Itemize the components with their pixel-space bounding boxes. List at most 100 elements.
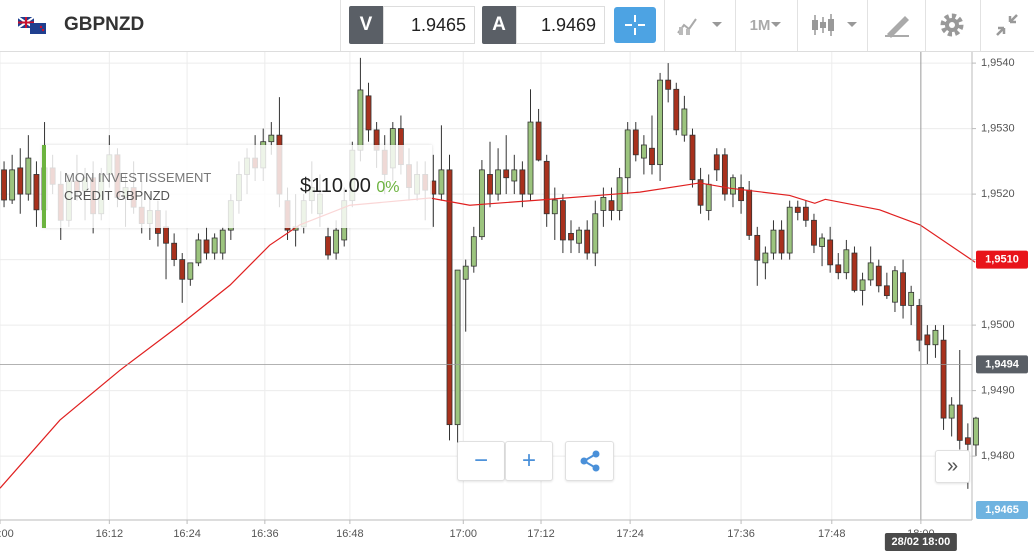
gear-icon — [940, 13, 964, 37]
buy-button[interactable]: A — [482, 6, 516, 44]
symbol: GBPNZD — [64, 14, 145, 35]
x-tick-label: 16:48 — [336, 528, 364, 540]
price-badge — [976, 355, 1028, 374]
candle-body — [786, 206, 793, 254]
chart-type-button[interactable] — [810, 6, 860, 44]
panel-line: CRÉDIT GBPNZD — [64, 188, 170, 203]
collapse-button[interactable] — [990, 6, 1024, 44]
candle-body — [713, 154, 720, 171]
candle-body — [657, 79, 663, 166]
price-badge-label: 1,9494 — [985, 358, 1020, 370]
candle-body — [964, 437, 971, 445]
candle-body — [187, 262, 194, 280]
candle-icon — [812, 14, 857, 36]
share-icon — [580, 450, 599, 472]
candle-body — [811, 219, 817, 246]
timeframe-button[interactable]: 1M — [746, 6, 786, 44]
y-tick-label: 1,9490 — [981, 385, 1015, 397]
y-tick-label: 1,9530 — [981, 123, 1015, 135]
candle-body — [705, 183, 712, 211]
crosshair-label: 28/02 18:00 — [892, 536, 951, 548]
separator — [664, 0, 665, 51]
candle-body — [754, 234, 761, 261]
candle-body — [924, 334, 931, 346]
buy-price[interactable]: 1.9469 — [516, 6, 605, 44]
candle-body — [738, 187, 744, 202]
candle-body — [535, 121, 542, 161]
candle-body — [551, 199, 558, 215]
candle-body — [219, 229, 226, 254]
candle-body — [835, 264, 842, 274]
candle-body — [17, 167, 24, 195]
candle-body — [827, 239, 834, 266]
x-tick-label: 16:24 — [173, 528, 201, 540]
crosshair-icon — [625, 15, 645, 35]
investment-panel: MON INVESTISSEMENT CRÉDIT GBPNZD $110.00… — [42, 145, 432, 228]
sell-button[interactable]: V — [349, 6, 383, 44]
candle-body — [892, 270, 898, 303]
price-badge — [976, 250, 1028, 269]
candle-body — [697, 179, 704, 206]
x-tick-label: 16:36 — [251, 528, 279, 540]
scroll-end-button[interactable]: » — [935, 450, 970, 483]
grid — [0, 52, 972, 520]
candle-body — [495, 169, 502, 195]
candle-body — [163, 226, 169, 244]
candle-body — [730, 177, 736, 195]
candle-body — [211, 237, 218, 254]
candle-body — [600, 196, 607, 211]
candle-body — [543, 160, 550, 215]
indicator-button[interactable] — [676, 6, 726, 44]
candle-body — [325, 236, 331, 256]
separator — [340, 0, 341, 51]
sell-price[interactable]: 1.9465 — [383, 6, 475, 44]
candle-body — [592, 213, 599, 254]
candle-body — [956, 404, 963, 441]
candle-body — [576, 229, 583, 244]
candle-body — [770, 229, 777, 254]
dropdown-icon — [771, 22, 782, 27]
panel-amount: $110.00 0% — [300, 175, 400, 198]
candle-body — [519, 169, 526, 195]
candle-body — [940, 339, 947, 419]
candle-body — [487, 174, 493, 195]
x-tick-label: 17:12 — [527, 528, 555, 540]
zoom-in-button[interactable]: + — [505, 441, 553, 481]
candle-body — [883, 285, 890, 297]
candle-body — [365, 95, 372, 131]
price-badge-label: 1,9510 — [985, 254, 1019, 266]
candle-body — [584, 229, 591, 254]
candle-body — [843, 249, 850, 274]
candle-body — [527, 121, 534, 195]
candle-body — [179, 259, 186, 280]
candle-body — [673, 88, 680, 131]
candle-body — [867, 262, 874, 281]
candle-body — [503, 169, 510, 179]
candle-body — [908, 291, 915, 306]
candle-body — [446, 169, 453, 426]
amount: $110.00 — [300, 175, 371, 197]
candle-body — [462, 265, 469, 280]
candle-body — [778, 229, 785, 254]
draw-button[interactable] — [880, 6, 914, 44]
candle-body — [268, 134, 275, 143]
zoom-out-button[interactable]: − — [457, 441, 505, 481]
share-button[interactable] — [565, 441, 614, 481]
axes: 1,9480 1,9490 1,9500 1,9510 1,9520 1,9530 1,95… — [0, 57, 1028, 551]
candle-body — [568, 232, 574, 241]
timeframe: 1M — [749, 16, 771, 34]
x-tick-label: 16:12 — [96, 528, 124, 540]
toolbar: GBPNZD V 1.9465 A 1.9469 1M — [0, 0, 1034, 52]
candle-body — [681, 108, 688, 136]
candle-body — [916, 305, 923, 341]
collapse-icon — [996, 14, 1018, 36]
settings-button[interactable] — [935, 6, 969, 44]
candle-body — [171, 242, 178, 261]
y-tick-label: 1,9540 — [981, 57, 1015, 69]
candle-body — [470, 236, 477, 267]
x-tick-label: 17:24 — [616, 528, 644, 540]
crosshair-button[interactable] — [614, 7, 656, 43]
candle-body — [875, 265, 882, 287]
candle-body — [9, 169, 16, 201]
panel-line: MON INVESTISSEMENT — [64, 170, 212, 185]
